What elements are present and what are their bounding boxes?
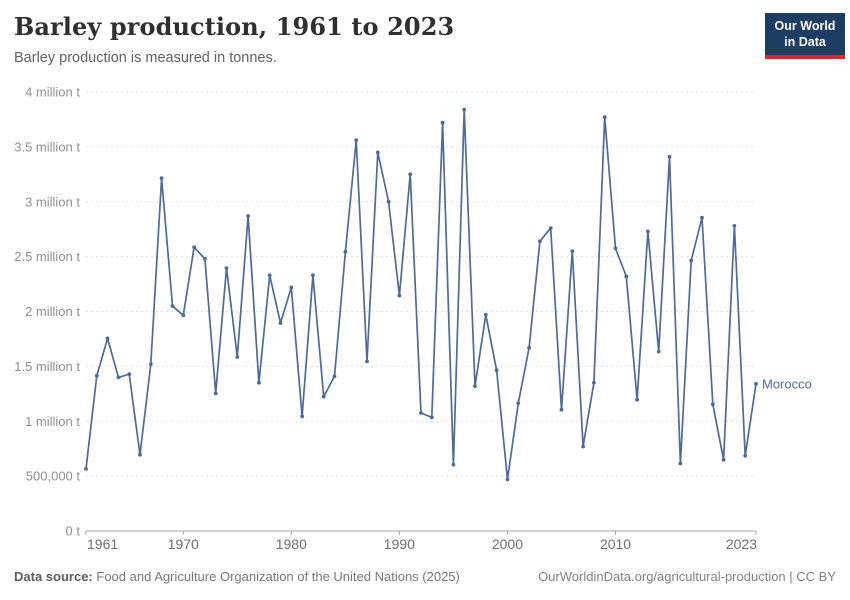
data-point[interactable] [181,313,186,318]
owid-logo[interactable]: Our World in Data [765,13,845,60]
x-axis-label: 1990 [384,536,415,552]
x-axis-label: 2010 [600,536,631,552]
data-point[interactable] [667,154,672,159]
data-point[interactable] [138,452,142,457]
data-point[interactable] [192,245,197,250]
data-point[interactable] [94,373,99,378]
data-point[interactable] [548,226,553,231]
data-point[interactable] [397,293,402,298]
data-point[interactable] [170,304,175,308]
owid-logo-line1: Our World [774,19,836,33]
data-point[interactable] [721,457,726,462]
data-point[interactable] [732,224,737,228]
data-point[interactable] [159,176,164,181]
line-chart-canvas[interactable]: 0 t 500,000 t 1 million t 1.5 million t 2 mi… [0,0,850,560]
data-point[interactable] [246,214,251,218]
data-point[interactable] [386,199,391,204]
data-point[interactable] [440,120,445,125]
y-axis-label: 0 t [66,524,81,539]
owid-logo-line2: in Data [784,34,826,49]
credit-link[interactable]: OurWorldinData.org/agricultural-producti… [538,569,836,584]
data-point[interactable] [462,107,467,112]
data-point[interactable] [656,349,661,354]
data-point[interactable] [581,444,585,449]
data-point[interactable] [116,375,121,380]
data-point[interactable] [710,402,715,407]
data-point[interactable] [105,336,110,341]
data-point[interactable] [429,415,434,420]
data-point[interactable] [451,462,456,467]
y-axis-label: 1 million t [25,414,80,429]
y-axis-label: 1.5 million t [14,359,80,374]
data-point[interactable] [203,256,207,261]
data-point[interactable] [754,382,758,386]
data-point[interactable] [646,229,650,234]
data-point[interactable] [505,477,510,482]
data-point[interactable] [538,239,542,244]
data-point[interactable] [483,312,488,317]
data-point[interactable] [624,274,629,279]
x-axis-label: 1961 [87,536,118,552]
data-point[interactable] [592,380,596,385]
x-axis-label: 1970 [168,536,199,552]
data-point[interactable] [602,115,607,120]
x-axis-label: 1980 [276,536,307,552]
data-point[interactable] [224,266,229,270]
y-axis-label: 500,000 t [26,469,81,484]
data-point[interactable] [408,172,413,177]
y-axis-label: 3.5 million t [14,139,80,154]
y-axis-label: 2.5 million t [14,249,80,264]
data-point[interactable] [213,391,218,396]
data-point[interactable] [278,321,283,325]
data-point[interactable] [743,453,748,458]
data-point[interactable] [84,467,88,471]
chart-footer: Data source: Food and Agriculture Organi… [14,569,836,584]
data-point[interactable] [332,374,337,379]
x-axis-label: 2023 [726,536,757,552]
data-point[interactable] [365,359,369,364]
data-point[interactable] [257,380,261,385]
data-point[interactable] [235,355,240,359]
data-point[interactable] [267,273,272,278]
data-point[interactable] [527,345,531,350]
line-series-morocco[interactable] [85,108,757,481]
y-axis-label: 2 million t [25,304,80,319]
data-point[interactable] [689,258,694,263]
data-point[interactable] [559,407,564,412]
data-point[interactable] [678,461,683,466]
data-point[interactable] [354,138,359,143]
y-axis-label: 3 million t [25,194,80,209]
x-axis-label: 2000 [492,536,523,552]
data-source-value: Food and Agriculture Organization of the… [96,569,460,584]
entity-label: Morocco [762,376,812,391]
data-point[interactable] [419,411,423,415]
data-point[interactable] [300,414,304,419]
data-point[interactable] [311,273,315,278]
data-point[interactable] [127,372,132,376]
data-point[interactable] [570,249,575,254]
data-point[interactable] [343,249,348,254]
data-point[interactable] [494,368,499,373]
data-source: Data source: Food and Agriculture Organi… [14,569,460,584]
data-point[interactable] [321,394,326,399]
data-point[interactable] [700,215,704,220]
data-point[interactable] [473,384,477,388]
data-point[interactable] [289,285,294,290]
data-point[interactable] [635,397,639,402]
data-source-label: Data source: [14,569,93,584]
y-axis-label: 4 million t [25,85,80,100]
data-point[interactable] [516,401,521,405]
chart-header: Barley production, 1961 to 2023 Barley p… [14,12,730,66]
data-point[interactable] [375,150,380,155]
data-point[interactable] [613,246,618,251]
chart-title: Barley production, 1961 to 2023 [14,12,455,41]
chart-subtitle: Barley production is measured in tonnes. [14,50,277,66]
data-point[interactable] [148,362,153,367]
